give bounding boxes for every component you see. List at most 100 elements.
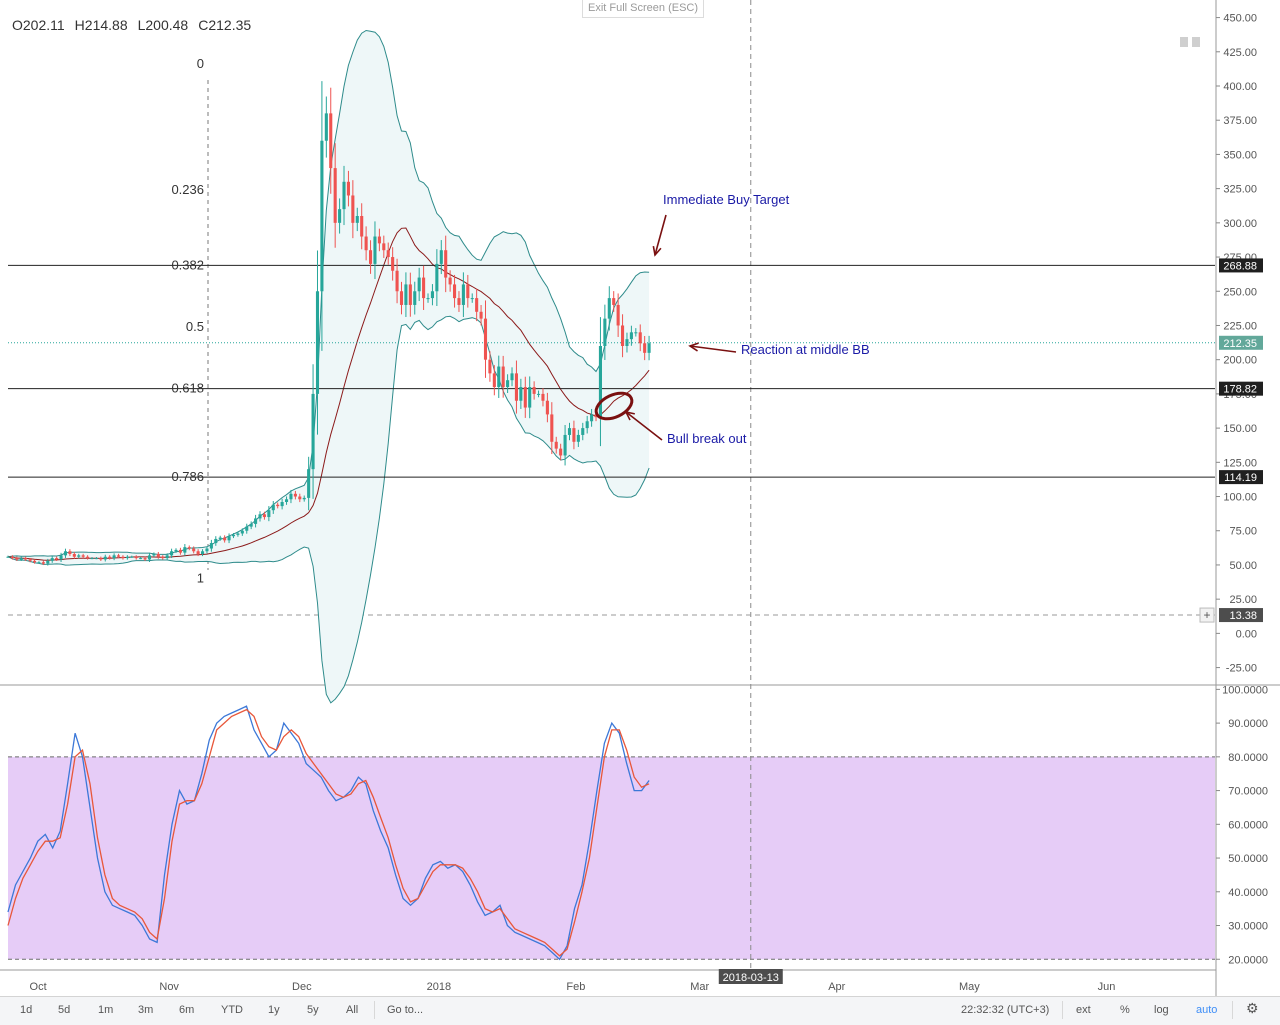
candle-body (466, 284, 470, 299)
candle (395, 258, 399, 304)
candle (603, 304, 607, 360)
candle (479, 304, 483, 326)
fib-level-label-1: 0.236 (171, 182, 204, 197)
candle (205, 546, 209, 554)
candle-body (271, 504, 275, 511)
auto-toggle[interactable]: auto (1196, 1004, 1218, 1016)
candle-body (15, 558, 19, 560)
goto-button[interactable]: Go to... (387, 1004, 424, 1016)
high-value: H214.88 (74, 17, 128, 33)
candle-body (134, 556, 138, 559)
candle (492, 365, 496, 396)
range-5d-button[interactable]: 5d (58, 1004, 71, 1016)
candle-body (603, 318, 607, 346)
candle-body (594, 414, 598, 418)
annotation-buy-target: Immediate Buy Target (663, 192, 790, 207)
candle-body (368, 250, 373, 264)
range-1y-button[interactable]: 1y (268, 1004, 280, 1016)
candle-body (258, 514, 262, 519)
candle (355, 207, 359, 232)
candle (514, 360, 518, 414)
ohlc-readout: O202.11 H214.88 L200.48 C212.35 (12, 17, 261, 33)
time-tick-label: Apr (828, 981, 845, 993)
bollinger-lower-band (7, 315, 650, 704)
range-1d-button[interactable]: 1d (20, 1004, 33, 1016)
settings-gear-icon[interactable]: ⚙ (1246, 1000, 1259, 1016)
candle (585, 415, 589, 434)
candle (581, 422, 585, 441)
candle-body (581, 428, 585, 435)
price-tick-label: 375.00 (1223, 115, 1257, 127)
candle-body (147, 555, 152, 560)
range-6m-button[interactable]: 6m (179, 1004, 195, 1016)
candle (439, 240, 443, 275)
annotation-arrow-1 (689, 345, 737, 353)
candle-body (550, 414, 554, 442)
price-tick-label: 450.00 (1223, 13, 1257, 25)
candle-body (72, 554, 76, 557)
candle (510, 367, 514, 387)
candle (161, 555, 165, 560)
candle-body (514, 373, 518, 401)
candle-body (161, 556, 165, 559)
level-tag-1: 178.82 (1223, 384, 1257, 396)
last-price-tag: 212.35 (1223, 338, 1257, 350)
candle-body (585, 421, 589, 429)
price-tick-label: 325.00 (1223, 184, 1257, 196)
candle (254, 514, 258, 528)
candle (236, 531, 240, 537)
candle-body (576, 434, 580, 442)
price-tick-label: 25.00 (1229, 594, 1257, 606)
candle-body (408, 284, 412, 305)
candle (612, 291, 616, 312)
candle-body (187, 547, 191, 549)
range-1m-button[interactable]: 1m (98, 1004, 114, 1016)
range-5y-button[interactable]: 5y (307, 1004, 319, 1016)
range-all-button[interactable]: All (346, 1004, 359, 1016)
candle (130, 555, 134, 558)
log-toggle[interactable]: log (1154, 1004, 1169, 1016)
candle-body (413, 291, 417, 305)
candle (351, 180, 355, 239)
candle-body (567, 428, 572, 435)
candle (187, 545, 191, 551)
candle-body (192, 548, 196, 552)
level-tag-2: 114.19 (1224, 472, 1257, 484)
candle (488, 351, 492, 382)
candle (227, 533, 231, 544)
candle (280, 498, 284, 510)
candle (607, 286, 611, 331)
candle-body (320, 140, 324, 292)
stoch-tick-label: 60.0000 (1228, 819, 1268, 831)
percent-toggle[interactable]: % (1120, 1004, 1130, 1016)
candle (289, 489, 293, 504)
maximize-icon[interactable] (1192, 37, 1200, 47)
window-controls[interactable] (1180, 34, 1204, 52)
candle (598, 317, 602, 447)
ext-toggle[interactable]: ext (1076, 1004, 1091, 1016)
time-tick-label: Feb (566, 981, 585, 993)
candle-body (621, 325, 625, 346)
exit-fullscreen-button[interactable]: Exit Full Screen (ESC) (582, 0, 704, 18)
candle-body (32, 560, 37, 563)
range-3m-button[interactable]: 3m (138, 1004, 154, 1016)
candle-body (174, 549, 178, 552)
range-ytd-button[interactable]: YTD (221, 1004, 243, 1016)
candle-body (63, 551, 68, 556)
candle (24, 556, 28, 561)
candle (174, 548, 178, 553)
candle-body (355, 216, 359, 223)
price-tick-label: 300.00 (1223, 218, 1257, 230)
candle-body (183, 547, 187, 553)
collapse-icon[interactable] (1180, 37, 1188, 47)
candle-body (55, 558, 59, 560)
candle (284, 496, 289, 505)
candle-body (417, 277, 421, 292)
candle (32, 559, 37, 564)
candle-body (483, 318, 488, 360)
annotation-arrow-0 (654, 214, 667, 256)
candle (377, 228, 381, 252)
candle (329, 87, 333, 194)
candle (523, 376, 527, 418)
